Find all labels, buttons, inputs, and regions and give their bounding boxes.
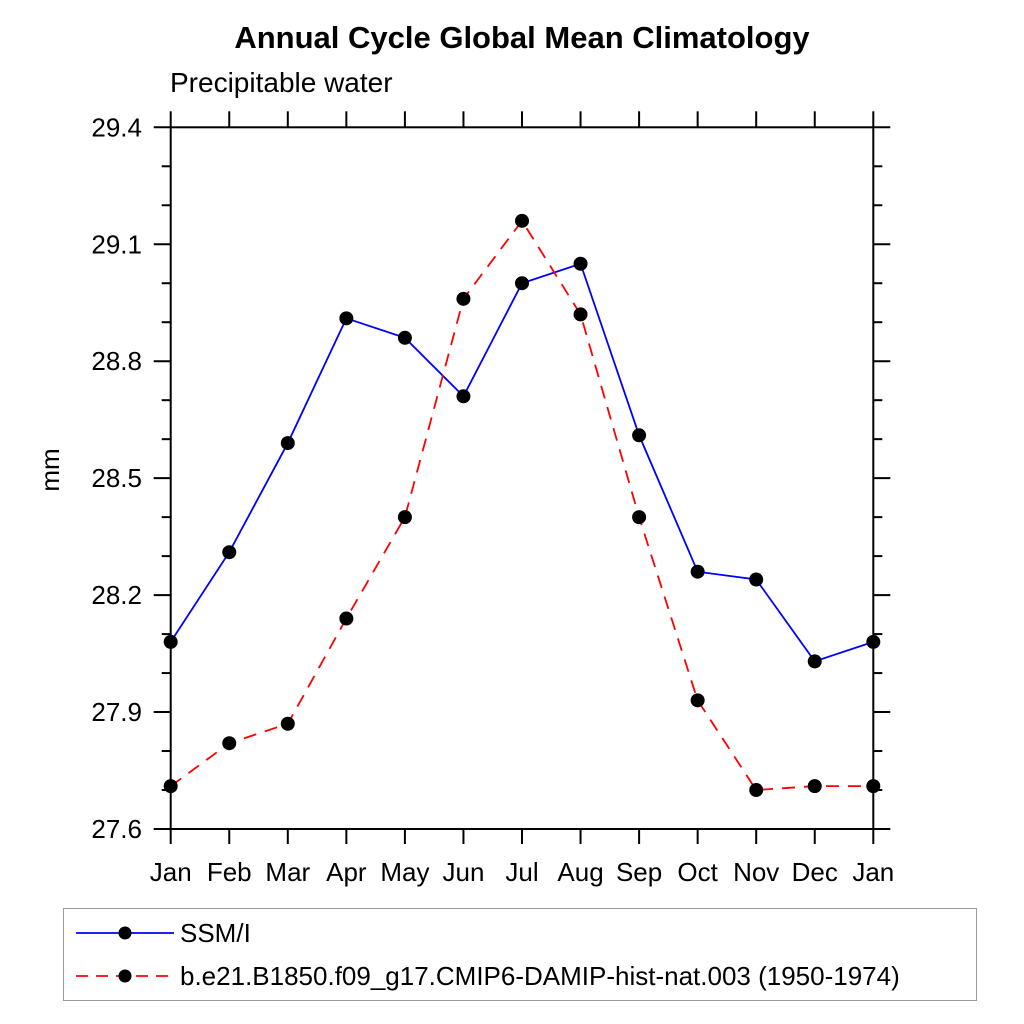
data-point-marker: [456, 389, 471, 404]
data-point-marker: [807, 654, 822, 669]
series-line: [169, 262, 874, 663]
data-point-marker: [690, 693, 705, 708]
data-point-marker: [456, 291, 471, 306]
legend-item-model: b.e21.B1850.f09_g17.CMIP6-DAMIP-hist-nat…: [74, 955, 976, 998]
legend-line-sample-solid-icon: [76, 926, 174, 940]
y-axis-tick-label: 29.1: [91, 229, 142, 259]
data-point-marker: [280, 436, 295, 451]
x-axis-tick-label: Aug: [557, 857, 603, 887]
x-axis-tick-label: Nov: [733, 857, 779, 887]
x-axis-tick-label: Jan: [150, 857, 192, 887]
legend-line-sample-dashed-icon: [76, 969, 174, 983]
data-point-marker: [866, 779, 881, 794]
data-point-marker: [397, 510, 412, 525]
legend-item-ssmi: SSM/I: [74, 912, 976, 955]
data-point-marker: [632, 428, 647, 443]
chart-subtitle: Precipitable water: [170, 67, 393, 98]
x-axis-tick-label: May: [380, 857, 429, 887]
data-point-marker: [222, 736, 237, 751]
series-line: [170, 219, 874, 791]
y-axis-tick-label: 28.5: [91, 463, 142, 493]
data-point-marker: [515, 276, 529, 291]
y-axis-tick-label: 28.2: [91, 580, 142, 610]
data-point-marker: [339, 611, 354, 626]
data-point-marker: [222, 545, 237, 560]
data-point-marker: [280, 716, 295, 731]
legend: SSM/I b.e21.B1850.f09_g17.CMIP6-DAMIP-hi…: [63, 908, 977, 1001]
plot-frame: [169, 126, 875, 831]
data-point-marker: [573, 256, 588, 271]
x-axis-tick-label: Dec: [792, 857, 838, 887]
data-point-marker: [573, 307, 588, 322]
data-point-marker: [690, 564, 705, 579]
x-axis-tick-label: Jan: [852, 857, 894, 887]
chart-title: Annual Cycle Global Mean Climatology: [234, 20, 810, 55]
data-point-marker: [807, 779, 822, 794]
x-axis-tick-label: Jul: [505, 857, 538, 887]
x-axis-tick-label: Jun: [442, 857, 484, 887]
data-point-marker: [163, 634, 178, 649]
data-point-marker: [515, 213, 529, 228]
x-axis-tick-label: Oct: [677, 857, 718, 887]
data-point-marker: [749, 572, 764, 587]
data-point-marker: [866, 634, 881, 649]
legend-label-ssmi: SSM/I: [180, 917, 251, 948]
data-point-marker: [632, 510, 647, 525]
data-point-marker: [397, 330, 412, 345]
y-axis-tick-label: 28.8: [91, 346, 142, 376]
y-axis-tick-label: 27.6: [91, 814, 142, 844]
y-axis-tick-label: 29.4: [91, 112, 142, 142]
legend-label-model: b.e21.B1850.f09_g17.CMIP6-DAMIP-hist-nat…: [180, 960, 900, 991]
data-point-marker: [339, 311, 354, 326]
x-axis-tick-label: Mar: [265, 857, 310, 887]
x-axis-tick-label: Feb: [207, 857, 252, 887]
y-axis-tick-label: 27.9: [91, 697, 142, 727]
data-point-marker: [749, 783, 764, 798]
x-axis-tick-label: Apr: [326, 857, 367, 887]
data-point-marker: [163, 779, 178, 794]
x-axis-tick-label: Sep: [616, 857, 662, 887]
